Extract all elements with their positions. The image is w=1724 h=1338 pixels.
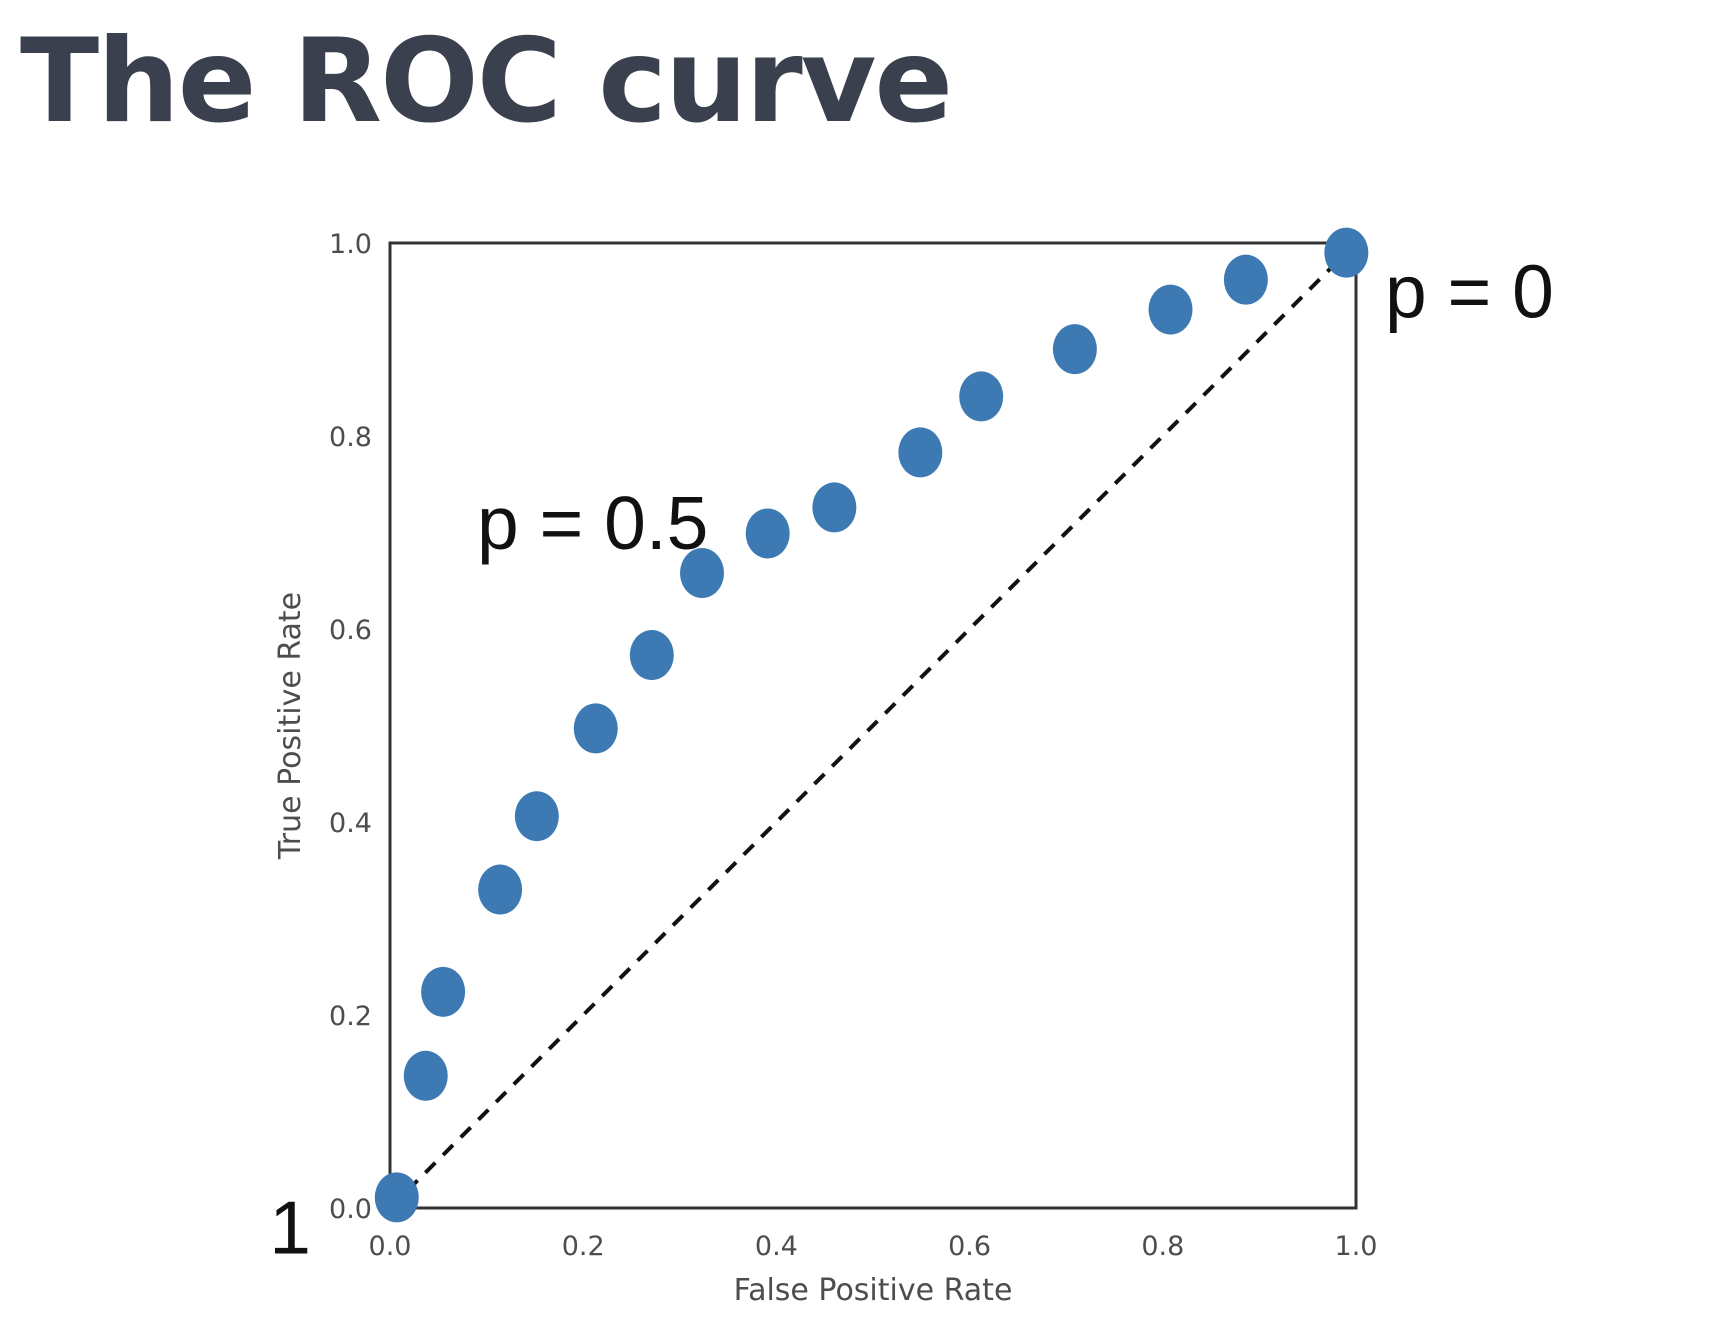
data-point-7: [680, 548, 725, 599]
y-tick-label: 0.2: [329, 1001, 372, 1032]
data-point-11: [959, 371, 1004, 422]
x-tick-label: 0.2: [562, 1231, 605, 1262]
data-point-3: [478, 864, 523, 915]
data-point-8: [745, 508, 790, 559]
data-point-14: [1223, 254, 1268, 305]
x-tick-label: 0.0: [369, 1231, 412, 1262]
y-tick-label: 0.4: [329, 808, 372, 839]
x-tick-label: 0.4: [755, 1231, 798, 1262]
data-point-0: [374, 1172, 419, 1223]
page-title: The ROC curve: [20, 14, 953, 149]
data-point-1: [403, 1050, 448, 1101]
data-point-4: [514, 791, 559, 842]
diagonal-reference-line: [388, 241, 1358, 1210]
y-tick-label: 0.6: [329, 615, 372, 646]
y-tick-label: 0.8: [329, 422, 372, 453]
data-point-13: [1148, 284, 1193, 335]
y-tick-label: 1.0: [329, 229, 372, 260]
y-axis-label: True Positive Rate: [273, 592, 308, 860]
data-point-5: [573, 703, 618, 754]
x-tick-label: 1.0: [1335, 1231, 1378, 1262]
data-point-6: [629, 630, 674, 681]
x-tick-label: 0.8: [1141, 1231, 1184, 1262]
data-point-9: [812, 482, 857, 533]
data-point-15: [1324, 227, 1369, 278]
annotation-p-0: p = 0: [1385, 249, 1554, 333]
x-axis-label: False Positive Rate: [734, 1273, 1013, 1308]
y-tick-label: 0.0: [329, 1194, 372, 1225]
data-point-12: [1052, 324, 1097, 375]
annotation-1: 1: [269, 1185, 311, 1269]
annotation-p-0-5: p = 0.5: [477, 481, 708, 565]
data-point-10: [898, 427, 943, 478]
x-tick-label: 0.6: [948, 1231, 991, 1262]
plot-frame: [388, 241, 1358, 1210]
data-point-2: [421, 966, 466, 1017]
